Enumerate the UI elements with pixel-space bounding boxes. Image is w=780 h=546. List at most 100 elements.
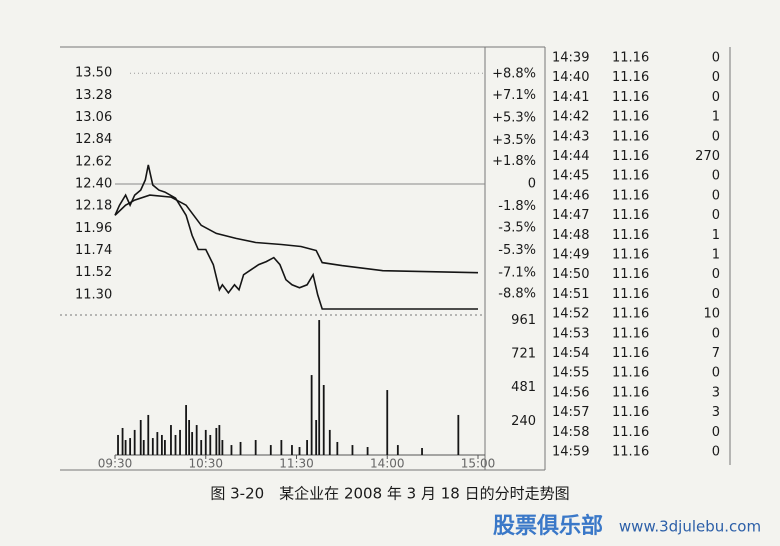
tick-time: 14:45 — [552, 169, 589, 184]
tick-volume: 0 — [712, 326, 720, 341]
tick-volume: 0 — [712, 445, 720, 460]
x-tick-label: 15:00 — [461, 457, 496, 471]
volume-bar — [269, 445, 272, 455]
tick-price: 11.16 — [612, 307, 649, 322]
tick-time: 14:48 — [552, 228, 589, 243]
y-tick-label: 12.40 — [75, 177, 112, 192]
volume-bar — [336, 441, 339, 455]
y2-tick-label: -7.1% — [498, 265, 536, 280]
y-tick-label: 13.50 — [75, 66, 112, 81]
tick-price: 11.16 — [612, 346, 649, 361]
tick-volume: 0 — [712, 70, 720, 85]
y2-tick-label: +7.1% — [492, 88, 536, 103]
y-tick-label: 11.74 — [75, 243, 112, 258]
y-tick-label: 13.28 — [75, 88, 112, 103]
tick-volume: 0 — [712, 425, 720, 440]
y2-tick-label: +5.3% — [492, 110, 536, 125]
tick-time: 14:59 — [552, 445, 589, 460]
tick-volume: 1 — [712, 110, 720, 125]
volume-bar — [351, 445, 354, 455]
tick-time: 14:39 — [552, 51, 589, 66]
tick-price: 11.16 — [612, 425, 649, 440]
volume-bar — [215, 427, 218, 455]
x-tick-label: 09:30 — [98, 457, 133, 471]
y-tick-label: 12.18 — [75, 199, 112, 214]
volume-bar — [218, 425, 221, 455]
tick-price: 11.16 — [612, 129, 649, 144]
tick-price: 11.16 — [612, 149, 649, 164]
volume-bar — [221, 440, 224, 455]
volume-bar — [142, 440, 145, 455]
volume-bar — [230, 445, 233, 455]
tick-volume: 0 — [712, 169, 720, 184]
tick-time: 14:41 — [552, 90, 589, 105]
volume-bar — [298, 447, 301, 455]
y2-tick-label: -5.3% — [498, 243, 536, 258]
volume-bar — [147, 414, 150, 455]
tick-price: 11.16 — [612, 445, 649, 460]
volume-bar — [195, 425, 198, 455]
tick-time: 14:42 — [552, 110, 589, 125]
y2-tick-label: -1.8% — [498, 199, 536, 214]
y-tick-label: 11.30 — [75, 287, 112, 302]
tick-time: 14:44 — [552, 149, 589, 164]
x-tick-label: 10:30 — [188, 457, 223, 471]
tick-volume: 270 — [695, 149, 720, 164]
tick-time: 14:53 — [552, 326, 589, 341]
y-tick-label: 12.62 — [75, 154, 112, 169]
volume-bar — [315, 420, 318, 455]
volume-bar — [200, 440, 203, 455]
y-tick-label: 12.84 — [75, 132, 112, 147]
tick-volume: 3 — [712, 385, 720, 400]
tick-price: 11.16 — [612, 208, 649, 223]
tick-time: 14:57 — [552, 405, 589, 420]
tick-volume: 0 — [712, 208, 720, 223]
tick-price: 11.16 — [612, 248, 649, 263]
x-tick-label: 11:30 — [279, 457, 314, 471]
tick-time: 14:54 — [552, 346, 589, 361]
volume-bar — [209, 434, 212, 455]
tick-price: 11.16 — [612, 267, 649, 282]
x-tick-label: 14:00 — [370, 457, 405, 471]
tick-time: 14:55 — [552, 366, 589, 381]
volume-bar — [139, 420, 142, 455]
volume-bar — [121, 427, 124, 455]
tick-volume: 7 — [712, 346, 720, 361]
volume-bar — [280, 440, 283, 455]
tick-time: 14:51 — [552, 287, 589, 302]
volume-bar — [204, 429, 207, 455]
tick-price: 11.16 — [612, 188, 649, 203]
tick-price: 11.16 — [612, 405, 649, 420]
tick-time: 14:43 — [552, 129, 589, 144]
volume-bar — [124, 440, 127, 455]
tick-time: 14:56 — [552, 385, 589, 400]
tick-price: 11.16 — [612, 110, 649, 125]
tick-price: 11.16 — [612, 366, 649, 381]
tick-volume: 0 — [712, 366, 720, 381]
tick-price: 11.16 — [612, 51, 649, 66]
y-tick-label: 961 — [511, 313, 536, 328]
volume-bar — [421, 448, 423, 455]
y2-tick-label: -3.5% — [498, 220, 536, 235]
volume-bar — [170, 425, 172, 455]
volume-bar — [156, 432, 159, 455]
tick-volume: 0 — [712, 129, 720, 144]
tick-time: 14:58 — [552, 425, 589, 440]
y2-tick-label: +3.5% — [492, 133, 536, 148]
watermark-url: www.3djulebu.com — [619, 518, 761, 536]
volume-bar — [179, 429, 181, 455]
volume-bar — [185, 405, 187, 455]
watermark-brand: 股票俱乐部 — [493, 513, 603, 539]
volume-bar — [396, 445, 399, 455]
volume-bar — [174, 434, 177, 455]
volume-bar — [306, 440, 308, 455]
tick-price: 11.16 — [612, 287, 649, 302]
tick-price: 11.16 — [612, 169, 649, 184]
y-tick-label: 11.96 — [75, 221, 112, 236]
tick-volume: 3 — [712, 405, 720, 420]
tick-volume: 0 — [712, 188, 720, 203]
tick-price: 11.16 — [612, 90, 649, 105]
volume-bar — [310, 375, 313, 455]
tick-volume: 0 — [712, 267, 720, 282]
tick-time: 14:40 — [552, 70, 589, 85]
